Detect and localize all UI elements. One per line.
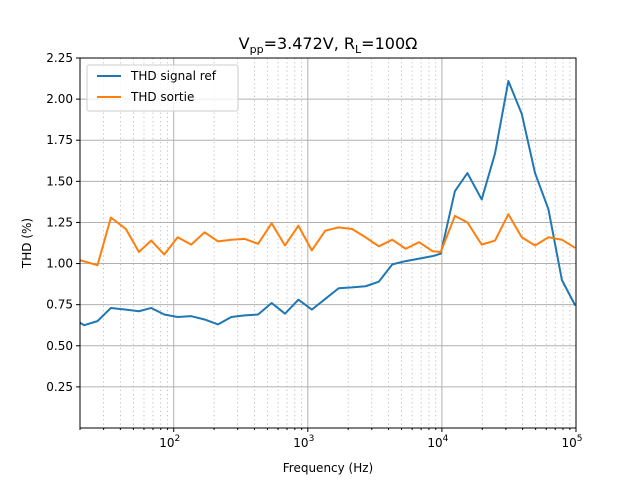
y-tick-label: 0.25 bbox=[46, 380, 73, 394]
plot-frame bbox=[79, 57, 577, 429]
y-tick-label: 1.25 bbox=[46, 215, 73, 229]
title-sub-pp: pp bbox=[250, 43, 264, 56]
x-tick-exponent: 2 bbox=[174, 434, 180, 444]
legend: THD signal ref THD sortie bbox=[86, 64, 239, 112]
x-tick-label: 103 bbox=[293, 434, 314, 450]
y-tick-label: 1.75 bbox=[46, 133, 73, 147]
x-tick-exponent: 3 bbox=[309, 434, 315, 444]
x-tick-base: 10 bbox=[427, 436, 442, 450]
x-tick-base: 10 bbox=[159, 436, 174, 450]
legend-label-thd-signal-ref: THD signal ref bbox=[130, 69, 217, 83]
x-axis-label: Frequency (Hz) bbox=[283, 461, 374, 475]
title-mid: =3.472V, R bbox=[264, 34, 355, 53]
legend-label-thd-sortie: THD sortie bbox=[130, 90, 194, 104]
x-tick-exponent: 5 bbox=[577, 434, 583, 444]
series-line-thd-signal-ref bbox=[80, 80, 576, 327]
title-sub-l: L bbox=[355, 43, 362, 56]
y-axis-label: THD (%) bbox=[20, 218, 34, 269]
y-tick-label: 0.75 bbox=[46, 298, 73, 312]
chart-title: Vpp=3.472V, RL=100Ω bbox=[239, 34, 418, 56]
title-main: V bbox=[239, 34, 250, 53]
x-tick-label: 102 bbox=[159, 434, 180, 450]
x-tick-base: 10 bbox=[293, 436, 308, 450]
x-tick-label: 105 bbox=[561, 434, 582, 450]
title-end: =100Ω bbox=[361, 34, 417, 53]
x-tick-base: 10 bbox=[561, 436, 576, 450]
series-line-thd-sortie bbox=[80, 213, 576, 267]
y-tick-label: 2.00 bbox=[46, 92, 73, 106]
y-tick-label: 1.00 bbox=[46, 257, 73, 271]
series-layer bbox=[80, 80, 576, 327]
x-tick-exponent: 4 bbox=[443, 434, 449, 444]
y-tick-label: 1.50 bbox=[46, 174, 73, 188]
y-tick-label: 2.25 bbox=[46, 51, 73, 65]
y-tick-label: 0.50 bbox=[46, 339, 73, 353]
legend-box bbox=[86, 64, 239, 112]
x-tick-label: 104 bbox=[427, 434, 448, 450]
